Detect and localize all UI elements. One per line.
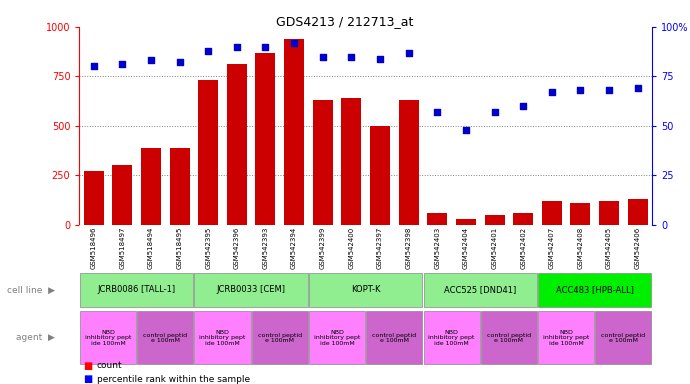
Bar [538, 273, 651, 307]
Bar [284, 39, 304, 225]
Bar [571, 203, 591, 225]
Bar [424, 311, 480, 364]
Point [460, 127, 471, 133]
Point [518, 103, 529, 109]
Point [432, 109, 443, 115]
Bar [309, 311, 365, 364]
Text: JCRB0086 [TALL-1]: JCRB0086 [TALL-1] [97, 285, 176, 295]
Text: control peptid
e 100mM: control peptid e 100mM [144, 333, 187, 343]
Text: GSM542402: GSM542402 [520, 227, 526, 269]
Bar [484, 215, 504, 225]
Bar [599, 201, 619, 225]
Point [117, 61, 128, 68]
Text: GSM542408: GSM542408 [578, 227, 584, 269]
Text: GSM542401: GSM542401 [491, 227, 497, 269]
Text: ACC525 [DND41]: ACC525 [DND41] [444, 285, 516, 295]
Text: GSM542396: GSM542396 [234, 227, 240, 269]
Bar [542, 201, 562, 225]
Text: GSM542398: GSM542398 [406, 227, 412, 269]
Text: GSM542394: GSM542394 [291, 227, 297, 269]
Bar [427, 213, 447, 225]
Point [260, 44, 271, 50]
Text: control peptid
e 100mM: control peptid e 100mM [258, 333, 302, 343]
Point [174, 60, 185, 66]
Point [146, 58, 157, 64]
Bar [342, 98, 362, 225]
Text: GSM542395: GSM542395 [205, 227, 211, 269]
Text: GSM542406: GSM542406 [635, 227, 641, 269]
Point [403, 50, 414, 56]
Text: ■: ■ [83, 361, 92, 371]
Text: GSM542407: GSM542407 [549, 227, 555, 269]
Bar [198, 80, 218, 225]
Text: GSM542400: GSM542400 [348, 227, 355, 269]
Text: NBD
inhibitory pept
ide 100mM: NBD inhibitory pept ide 100mM [428, 329, 475, 346]
Text: GSM518494: GSM518494 [148, 227, 154, 269]
Point [203, 48, 214, 54]
Bar [366, 311, 422, 364]
Text: agent  ▶: agent ▶ [17, 333, 55, 343]
Text: JCRB0033 [CEM]: JCRB0033 [CEM] [217, 285, 286, 295]
Point [375, 55, 386, 61]
Bar [481, 311, 537, 364]
Bar [309, 273, 422, 307]
Bar [227, 65, 247, 225]
Point [317, 53, 328, 60]
Bar [538, 311, 594, 364]
Point [546, 89, 558, 95]
Bar [595, 311, 651, 364]
Point [346, 53, 357, 60]
Point [632, 85, 643, 91]
Text: control peptid
e 100mM: control peptid e 100mM [373, 333, 416, 343]
Text: GSM542397: GSM542397 [377, 227, 383, 269]
Point [489, 109, 500, 115]
Point [231, 44, 242, 50]
Point [288, 40, 299, 46]
Text: GSM542405: GSM542405 [606, 227, 612, 269]
Text: NBD
inhibitory pept
ide 100mM: NBD inhibitory pept ide 100mM [85, 329, 131, 346]
Bar [628, 199, 648, 225]
Text: GDS4213 / 212713_at: GDS4213 / 212713_at [276, 15, 414, 28]
Bar [255, 53, 275, 225]
Text: GSM518496: GSM518496 [90, 227, 97, 269]
Text: GSM518497: GSM518497 [119, 227, 126, 269]
Point [604, 87, 615, 93]
Point [575, 87, 586, 93]
Text: ■: ■ [83, 374, 92, 384]
Text: NBD
inhibitory pept
ide 100mM: NBD inhibitory pept ide 100mM [199, 329, 246, 346]
Text: percentile rank within the sample: percentile rank within the sample [97, 375, 250, 384]
Bar [313, 100, 333, 225]
Point [88, 63, 99, 70]
Bar [83, 171, 104, 225]
Text: GSM542399: GSM542399 [319, 227, 326, 269]
Bar [112, 166, 132, 225]
Text: KOPT-K: KOPT-K [351, 285, 380, 295]
Text: GSM542404: GSM542404 [463, 227, 469, 269]
Text: NBD
inhibitory pept
ide 100mM: NBD inhibitory pept ide 100mM [543, 329, 589, 346]
Bar [424, 273, 537, 307]
Text: ACC483 [HPB-ALL]: ACC483 [HPB-ALL] [556, 285, 633, 295]
Bar [170, 147, 190, 225]
Text: GSM542393: GSM542393 [262, 227, 268, 269]
Bar [456, 219, 476, 225]
Bar [195, 273, 308, 307]
Bar [252, 311, 308, 364]
Bar [513, 213, 533, 225]
Bar [195, 311, 250, 364]
Text: NBD
inhibitory pept
ide 100mM: NBD inhibitory pept ide 100mM [314, 329, 360, 346]
Bar [137, 311, 193, 364]
Text: GSM518495: GSM518495 [177, 227, 183, 269]
Bar [399, 100, 419, 225]
Text: count: count [97, 361, 122, 370]
Bar [80, 273, 193, 307]
Bar [80, 311, 136, 364]
Bar [141, 147, 161, 225]
Text: control peptid
e 100mM: control peptid e 100mM [602, 333, 645, 343]
Text: GSM542403: GSM542403 [434, 227, 440, 269]
Text: cell line  ▶: cell line ▶ [7, 285, 55, 295]
Bar [370, 126, 390, 225]
Text: control peptid
e 100mM: control peptid e 100mM [487, 333, 531, 343]
